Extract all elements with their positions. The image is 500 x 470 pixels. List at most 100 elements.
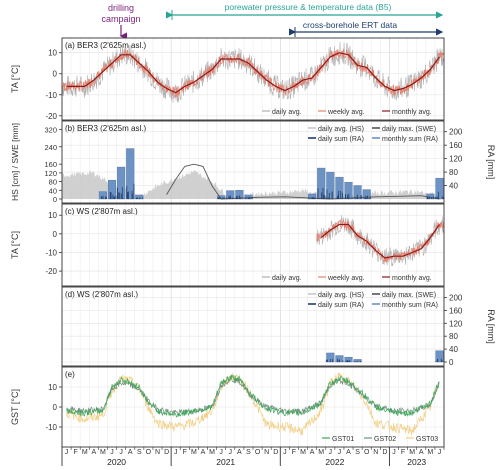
x-year-label: 2021 [216,457,235,467]
legend-label: daily avg. [272,275,302,282]
panel-c: (c) WS (2'807m asl.) -20 -10 0 10 TA [°C] dail… [10,203,445,287]
x-tick-label: A [128,449,133,456]
legend-label: daily sum (RA) [318,136,364,143]
bar-monthly-ra [435,177,444,200]
bar-monthly-ra [435,350,444,363]
x-tick-label: M [209,449,215,456]
x-tick-label: D [382,449,387,456]
y-tick-label: 10 [48,383,57,392]
y-right-tick-label: 80 [449,332,458,341]
x-tick-label: F [74,449,78,456]
series-monthly [66,52,440,94]
panel-d: (d) WS (2'807m asl.) 0 40 80 120 160 200 RA [mm… [61,286,496,367]
series-hs-area [62,170,444,199]
x-tick-label: N [373,449,378,456]
legend-label: daily avg. (HS) [318,126,364,133]
x-tick-label: J [65,449,69,456]
x-tick-label: J [392,449,396,456]
panels: (a) BER3 (2'625m asl.) -20 -10 0 10 TA [°C] da… [10,37,496,448]
y-right-tick-label: 40 [449,345,458,354]
series-weekly [61,49,445,99]
y-right-tick-label: 120 [449,155,463,164]
x-tick-label: O [255,449,261,456]
drilling-label-1: drilling [108,3,134,13]
x-tick-label: M [82,449,88,456]
x-tick-label: A [419,449,424,456]
y-axis-label-left: HS [cm] / SWE [mm] [10,123,20,201]
legend-label: monthly sum (RA) [382,136,438,143]
x-tick-label: F [292,449,296,456]
x-tick-label: J [283,449,287,456]
x-tick-label: N [264,449,269,456]
series-monthly [320,223,440,259]
y-right-tick-label: 80 [449,168,458,177]
x-tick-label: D [164,449,169,456]
y-left-tick-label: 120 [44,169,57,178]
y-axis-label-right: RA [mm] [486,309,496,344]
x-tick-label: M [409,449,415,456]
panel-title: (d) WS (2'807m asl.) [65,290,138,299]
panel-frame [61,286,445,367]
legend-label: daily max. (SWE) [382,126,436,133]
x-tick-label: A [346,449,351,456]
x-tick-label: N [155,449,160,456]
y-right-tick-label: 160 [449,306,463,315]
legend-label: daily sum (RA) [318,302,364,309]
y-tick-label: -20 [45,112,57,121]
y-tick-label: 0 [53,403,58,412]
bar-monthly-ra [362,189,371,200]
drilling-label-2: campaign [101,14,140,24]
panel-title: (a) BER3 (2'625m asl.) [65,41,146,50]
x-tick-label: J [338,449,342,456]
x-tick-label: O [146,449,152,456]
y-right-tick-label: 200 [449,293,463,302]
x-tick-label: M [300,449,306,456]
y-left-tick-label: 160 [44,160,57,169]
y-right-tick-label: 120 [449,319,463,328]
panel-title: (c) WS (2'807m asl.) [65,207,138,216]
legend-label: daily avg. (HS) [318,292,364,299]
y-tick-label: 0 [53,70,58,79]
y-left-tick-label: 320 [44,125,57,134]
y-axis-label: GST [°C] [10,389,20,425]
x-tick-label: J [229,449,233,456]
x-year-label: 2020 [107,457,126,467]
x-tick-label: J [174,449,178,456]
legend-label: GST01 [332,436,354,443]
y-tick-label: -10 [45,91,57,100]
panel-frame [61,203,445,287]
x-tick-label: S [137,449,142,456]
x-tick-label: J [329,449,333,456]
y-axis-label-right: RA [mm] [486,145,496,180]
annotations: drilling campaign porewater pressure & t… [101,2,444,40]
bar-monthly-ra [108,179,117,200]
panel-frame [61,120,445,204]
legend-label: monthly avg. [392,109,432,116]
series-gst01 [66,374,440,418]
x-tick-label: M [427,449,433,456]
panel-title: (b) BER3 (2'625m asl.) [65,124,146,133]
y-tick-label: 10 [48,49,57,58]
y-right-tick-label: 160 [449,141,463,150]
legend-label: monthly sum (RA) [382,302,438,309]
panel-a: (a) BER3 (2'625m asl.) -20 -10 0 10 TA [°C] da… [10,37,445,121]
legend-label: monthly avg. [392,275,432,282]
porewater-label: porewater pressure & temperature data (B… [225,2,392,12]
x-tick-label: M [100,449,106,456]
bar-monthly-ra [126,148,135,200]
x-year-label: 2022 [325,457,344,467]
legend-label: GST02 [374,436,396,443]
x-tick-label: A [91,449,96,456]
y-right-tick-label: 0 [449,358,454,367]
x-tick-label: J [219,449,223,456]
x-tick-label: J [119,449,123,456]
bar-monthly-ra [335,176,344,200]
x-tick-label: A [201,449,206,456]
y-right-tick-label: 40 [449,182,458,191]
y-right-tick-label: 200 [449,128,463,137]
x-tick-label: S [355,449,360,456]
y-axis-label: TA [°C] [10,231,20,259]
